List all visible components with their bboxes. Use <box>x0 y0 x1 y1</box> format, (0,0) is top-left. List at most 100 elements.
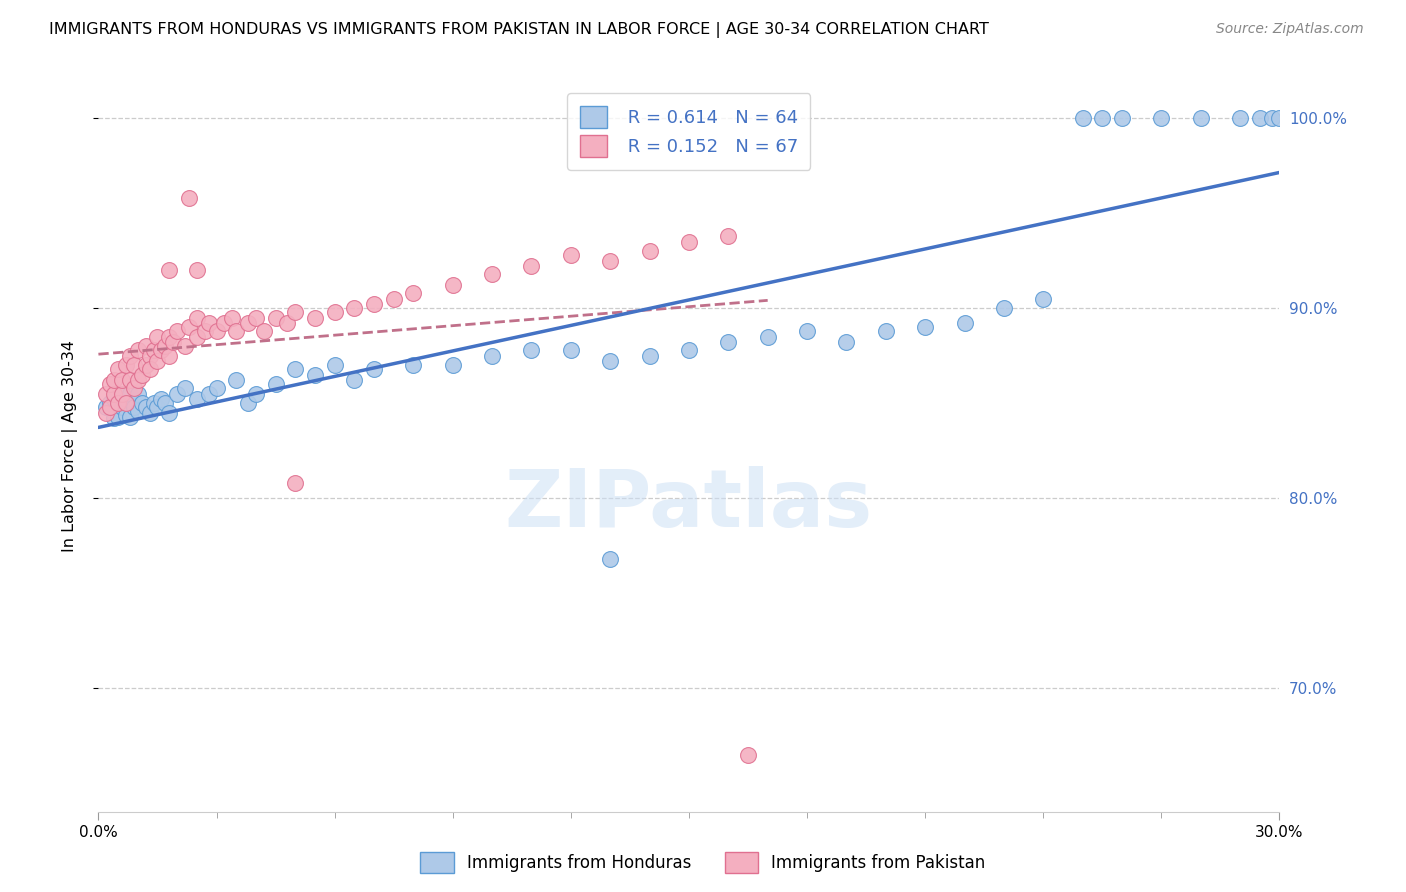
Point <box>157 349 180 363</box>
Point <box>157 263 180 277</box>
Point <box>953 317 976 331</box>
Point <box>1189 112 1212 126</box>
Point <box>197 386 219 401</box>
Point <box>174 339 197 353</box>
Point <box>993 301 1015 316</box>
Point <box>520 260 543 274</box>
Point <box>122 400 145 414</box>
Point <box>135 400 157 414</box>
Point <box>135 358 157 372</box>
Point <box>481 349 503 363</box>
Point <box>402 286 425 301</box>
Point <box>107 396 129 410</box>
Point <box>186 263 208 277</box>
Point <box>111 400 134 414</box>
Point <box>253 324 276 338</box>
Text: Source: ZipAtlas.com: Source: ZipAtlas.com <box>1216 22 1364 37</box>
Point <box>107 396 129 410</box>
Point <box>221 310 243 325</box>
Point <box>796 324 818 338</box>
Point <box>1260 112 1282 126</box>
Point <box>103 411 125 425</box>
Point <box>131 396 153 410</box>
Point <box>225 374 247 388</box>
Point <box>115 392 138 407</box>
Point <box>150 343 173 357</box>
Point <box>96 400 118 414</box>
Point <box>103 374 125 388</box>
Point <box>1268 112 1291 126</box>
Point <box>135 339 157 353</box>
Point <box>304 310 326 325</box>
Point <box>560 343 582 357</box>
Point <box>186 330 208 344</box>
Point <box>638 244 661 259</box>
Point <box>98 377 121 392</box>
Point <box>236 396 259 410</box>
Point <box>138 349 160 363</box>
Point <box>103 392 125 407</box>
Point <box>323 305 346 319</box>
Point <box>127 386 149 401</box>
Point <box>115 396 138 410</box>
Point <box>127 374 149 388</box>
Point <box>284 476 307 491</box>
Point <box>205 381 228 395</box>
Text: IMMIGRANTS FROM HONDURAS VS IMMIGRANTS FROM PAKISTAN IN LABOR FORCE | AGE 30-34 : IMMIGRANTS FROM HONDURAS VS IMMIGRANTS F… <box>49 22 988 38</box>
Point <box>138 362 160 376</box>
Point <box>111 374 134 388</box>
Point <box>1091 112 1114 126</box>
Point <box>1032 292 1054 306</box>
Point <box>717 335 740 350</box>
Point <box>115 358 138 372</box>
Point <box>155 339 177 353</box>
Point <box>599 354 621 368</box>
Point <box>214 317 236 331</box>
Point <box>118 349 141 363</box>
Point <box>131 368 153 382</box>
Point <box>245 310 267 325</box>
Point <box>1229 112 1251 126</box>
Point <box>520 343 543 357</box>
Point <box>1249 112 1271 126</box>
Point <box>914 320 936 334</box>
Point <box>142 343 165 357</box>
Point <box>122 358 145 372</box>
Point <box>363 297 385 311</box>
Point <box>174 381 197 395</box>
Point <box>150 392 173 407</box>
Point <box>118 409 141 424</box>
Point <box>157 406 180 420</box>
Point <box>194 324 217 338</box>
Point <box>166 386 188 401</box>
Point <box>111 386 134 401</box>
Point <box>284 305 307 319</box>
Point <box>186 392 208 407</box>
Point <box>1111 112 1133 126</box>
Point <box>138 406 160 420</box>
Point <box>103 386 125 401</box>
Point <box>678 343 700 357</box>
Point <box>875 324 897 338</box>
Point <box>363 362 385 376</box>
Text: ZIPatlas: ZIPatlas <box>505 466 873 543</box>
Point <box>441 278 464 293</box>
Point <box>756 330 779 344</box>
Point <box>115 408 138 422</box>
Point <box>162 335 184 350</box>
Point <box>111 386 134 401</box>
Point <box>343 301 366 316</box>
Point <box>127 343 149 357</box>
Point <box>96 406 118 420</box>
Point <box>142 396 165 410</box>
Point <box>737 747 759 762</box>
Point <box>276 317 298 331</box>
Point <box>264 377 287 392</box>
Point <box>155 396 177 410</box>
Point <box>599 253 621 268</box>
Point <box>146 330 169 344</box>
Point <box>157 330 180 344</box>
Point <box>1150 112 1173 126</box>
Point <box>441 358 464 372</box>
Point <box>264 310 287 325</box>
